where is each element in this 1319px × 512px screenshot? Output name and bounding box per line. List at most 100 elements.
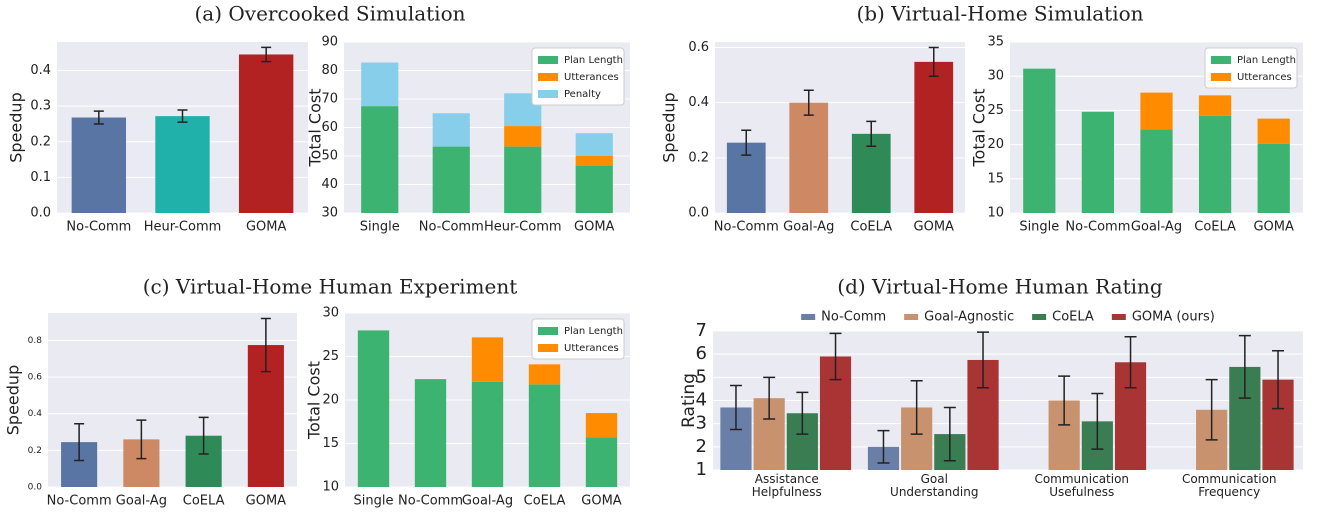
y-tick-label: 7 <box>696 320 707 341</box>
y-tick-label: 10 <box>987 206 1004 221</box>
bar-segment <box>432 146 470 213</box>
x-tick-label: No-Comm <box>1065 220 1130 235</box>
x-tick-label: Heur-Comm <box>144 220 222 235</box>
error-bar <box>1205 378 1218 441</box>
bar-segment <box>504 146 542 213</box>
bar-segment <box>1198 95 1232 116</box>
legend-label: Utterances <box>564 72 619 83</box>
error-bar <box>1272 349 1285 410</box>
y-tick-label: 0.4 <box>688 95 709 110</box>
bar-segment <box>575 133 613 156</box>
bar-segment <box>357 330 390 487</box>
x-tick-label: Goal-Ag <box>116 494 167 509</box>
error-bar <box>1058 375 1071 426</box>
panel-title: (d) Virtual-Home Human Rating <box>837 275 1163 299</box>
error-bar <box>763 376 776 420</box>
error-bar <box>74 423 85 462</box>
y-tick-label: 0.6 <box>28 373 43 383</box>
error-bar <box>866 120 877 148</box>
y-axis-label: Total Cost <box>970 88 989 167</box>
legend-swatch <box>1032 314 1047 320</box>
legend-label: Plan Length <box>1237 55 1296 66</box>
bar-segment <box>1257 143 1290 213</box>
x-tick-label: GOMA <box>246 494 287 509</box>
x-tick-label: CoELA <box>1194 220 1236 235</box>
legend-swatch <box>904 314 919 320</box>
legend-swatch <box>538 56 558 64</box>
error-bar <box>729 384 742 431</box>
x-tick-label: No-Comm <box>714 220 779 235</box>
bar-segment <box>528 384 561 487</box>
y-tick-label: 15 <box>322 436 339 451</box>
x-tick-label: CoELA <box>850 220 892 235</box>
legend-swatch <box>1211 73 1231 81</box>
y-tick-label: 80 <box>321 63 338 78</box>
x-tick-label: GOMA <box>914 220 955 235</box>
y-tick-label: 1 <box>696 459 707 480</box>
legend-label: No-Comm <box>821 310 886 325</box>
error-bar <box>877 429 890 464</box>
bar-segment <box>1257 118 1290 144</box>
y-axis-label: Total Cost <box>306 88 325 167</box>
y-tick-label: 30 <box>321 206 338 221</box>
y-tick-label: 4 <box>696 390 707 411</box>
legend-swatch <box>1111 314 1126 320</box>
x-tick-label: Goal-Ag <box>462 494 513 509</box>
y-axis-label: Speedup <box>660 92 679 162</box>
y-tick-label: 0.6 <box>688 40 709 55</box>
y-tick-label: 40 <box>321 177 338 192</box>
x-tick-label: Heur-Comm <box>484 220 562 235</box>
y-tick-label: 2 <box>696 436 707 457</box>
error-bar <box>910 380 923 435</box>
error-bar <box>977 331 990 389</box>
bar-segment <box>414 379 447 487</box>
y-tick-label: 0.2 <box>30 134 51 149</box>
bar-segment <box>1023 68 1056 214</box>
x-tick-label: No-Comm <box>66 220 131 235</box>
legend-label: CoELA <box>1052 310 1094 325</box>
x-tick-label: GOMA <box>581 494 622 509</box>
bar-segment <box>1198 115 1232 213</box>
y-tick-label: 20 <box>322 393 339 408</box>
y-tick-label: 25 <box>322 349 339 364</box>
panel-title: (b) Virtual-Home Simulation <box>856 2 1143 26</box>
y-tick-label: 70 <box>321 92 338 107</box>
bar <box>851 133 891 213</box>
error-bar <box>93 110 104 125</box>
legend-swatch <box>538 327 558 335</box>
y-tick-label: 0.4 <box>28 409 43 419</box>
x-tick-label: CoELA <box>183 494 225 509</box>
y-tick-label: 10 <box>322 480 339 495</box>
y-tick-label: 15 <box>987 171 1004 186</box>
panel-title: (c) Virtual-Home Human Experiment <box>143 275 518 299</box>
y-tick-label: 5 <box>696 366 707 387</box>
error-bar <box>1091 392 1104 450</box>
x-tick-label-box: Communication Usefulness <box>1034 473 1129 499</box>
x-tick-label: No-Comm <box>47 494 112 509</box>
bar-segment <box>575 156 613 166</box>
y-tick-label: 0.0 <box>28 483 43 493</box>
y-tick-label: 30 <box>987 69 1004 84</box>
x-tick-label: Goal Understanding <box>890 473 979 499</box>
bar-segment <box>1081 111 1115 213</box>
bar-segment <box>432 113 470 147</box>
bar-segment <box>575 165 613 213</box>
y-tick-label: 60 <box>321 120 338 135</box>
y-tick-label: 50 <box>321 149 338 164</box>
error-bar <box>198 416 209 455</box>
error-bar <box>803 89 814 116</box>
x-tick-label: Goal-Ag <box>1131 220 1182 235</box>
legend-swatch <box>538 90 558 98</box>
bar-segment <box>528 364 561 385</box>
y-tick-label: 35 <box>987 35 1004 50</box>
x-tick-label: Single <box>360 220 400 235</box>
error-bar <box>1238 334 1251 399</box>
y-tick-label: 0.2 <box>688 150 709 165</box>
legend-label: Plan Length <box>564 326 623 337</box>
y-tick-label: 20 <box>987 137 1004 152</box>
x-tick-label: No-Comm <box>398 494 463 509</box>
error-bar <box>136 419 147 460</box>
bar-segment <box>1140 92 1173 130</box>
x-tick-label-box: Goal Understanding <box>890 473 979 499</box>
